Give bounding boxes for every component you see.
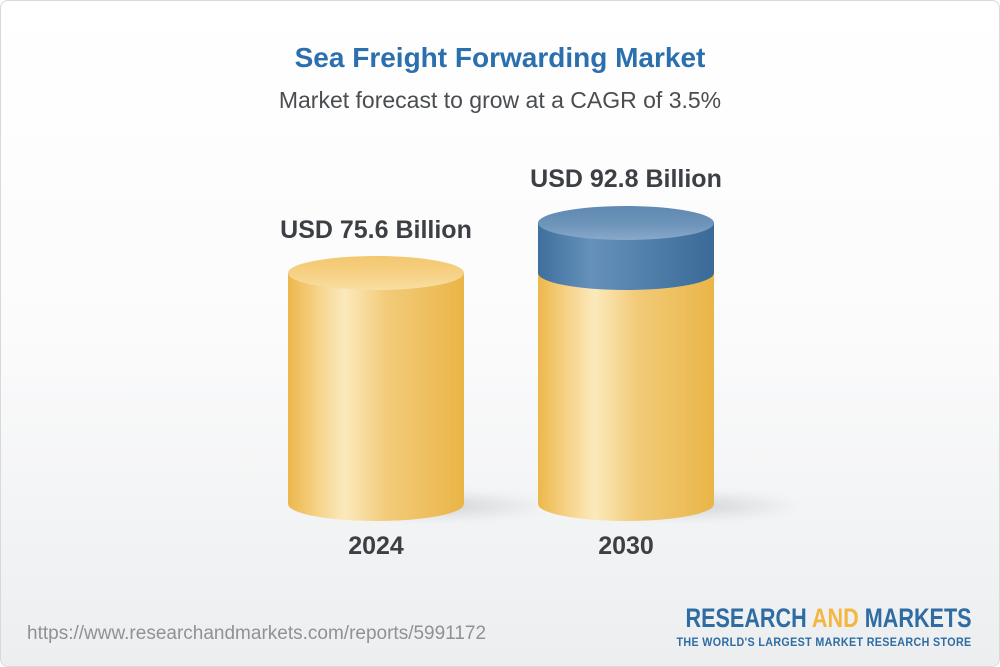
cylinder-body-2024 bbox=[288, 273, 464, 521]
category-label-2030: 2030 bbox=[598, 532, 654, 560]
brand-tagline: THE WORLD'S LARGEST MARKET RESEARCH STOR… bbox=[676, 637, 972, 649]
report-url: https://www.researchandmarkets.com/repor… bbox=[27, 623, 487, 644]
brand-word-markets: MARKETS bbox=[865, 603, 972, 633]
brand-logo: RESEARCH AND MARKETS THE WORLD'S LARGEST… bbox=[614, 605, 972, 650]
chart-title: Sea Freight Forwarding Market bbox=[294, 42, 706, 73]
cylinder-base-segment-2030 bbox=[538, 273, 714, 521]
brand-wordmark: RESEARCH AND MARKETS bbox=[686, 605, 972, 632]
brand-word-and: AND bbox=[812, 603, 860, 633]
value-label-2024: USD 75.6 Billion bbox=[280, 216, 472, 244]
chart-subtitle: Market forecast to grow at a CAGR of 3.5… bbox=[278, 87, 722, 113]
value-label-2030: USD 92.8 Billion bbox=[530, 165, 722, 193]
cylinder-top-ellipse-2024 bbox=[288, 256, 464, 290]
category-label-2024: 2024 bbox=[348, 532, 404, 560]
cylinder-top-ellipse-2030 bbox=[538, 206, 714, 240]
brand-word-research: RESEARCH bbox=[685, 603, 808, 633]
